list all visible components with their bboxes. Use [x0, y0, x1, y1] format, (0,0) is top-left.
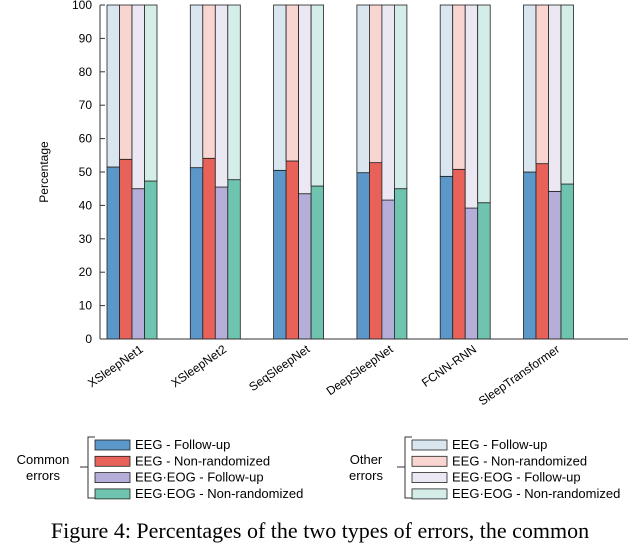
bar-segment [273, 4, 287, 171]
y-tick-label: 20 [79, 265, 93, 279]
y-tick-label: 40 [79, 198, 93, 212]
bar-segment [477, 202, 491, 340]
bar-segment [227, 179, 241, 340]
bar-segment [452, 168, 466, 340]
bar-segment [131, 4, 145, 190]
bar-segment [548, 4, 562, 192]
legend-label: EEG·EOG - Follow-up [135, 470, 264, 485]
bar-segment [523, 171, 537, 340]
bar-segment [393, 4, 408, 190]
bar-segment [368, 4, 383, 164]
legend-swatch [94, 455, 131, 467]
legend-label: EEG·EOG - Non-randomized [135, 486, 303, 501]
y-tick-label: 70 [79, 98, 93, 112]
bar-segment [464, 4, 479, 209]
x-tick-label: SleepTransformer [476, 342, 562, 408]
legend-label: EEG - Non-randomized [452, 453, 587, 468]
legend-swatch [94, 488, 131, 500]
x-tick-label: FCNN-RNN [419, 342, 479, 390]
bar-segment [452, 4, 466, 170]
legend-label: EEG·EOG - Non-randomized [452, 486, 620, 501]
bar-segment [298, 193, 312, 340]
bar-segment [214, 186, 229, 340]
bar-segment [477, 4, 491, 204]
bar-segment [381, 199, 395, 340]
bar-segment [560, 183, 574, 340]
bar-segment [119, 158, 133, 340]
bar-segment [298, 4, 312, 195]
bar-segment [131, 188, 145, 340]
bar-segment [356, 172, 370, 340]
bar-segment [227, 4, 241, 181]
y-tick-label: 80 [79, 65, 93, 79]
y-tick-label: 0 [85, 332, 92, 346]
bar-segment [368, 162, 383, 340]
legend-brackets [80, 436, 412, 499]
bar-segment [144, 4, 158, 182]
legend-label: EEG - Follow-up [452, 437, 547, 452]
bar-segment [310, 4, 325, 187]
bar-segment [285, 160, 300, 340]
legend-swatch [94, 439, 131, 451]
y-axis-label: Percentage [37, 141, 51, 203]
caption: Figure 4: Percentages of the two types o… [50, 518, 590, 543]
bar-segment [214, 4, 229, 188]
y-tick-label: 50 [79, 165, 93, 179]
bar-segment [548, 190, 562, 340]
legend-swatch [411, 488, 448, 500]
bar-segment [106, 166, 120, 340]
bar-segment [189, 4, 204, 169]
x-tick-label: SeqSleepNet [246, 342, 313, 394]
bar-segment [273, 169, 287, 340]
bar-segment [189, 167, 204, 340]
y-tick-label: 10 [79, 299, 93, 313]
bar-segment [285, 4, 300, 162]
bar-segment [464, 207, 479, 340]
y-tick-label: 30 [79, 232, 93, 246]
bar-segment [202, 157, 216, 340]
y-tick-label: 90 [79, 31, 93, 45]
bar-segment [356, 4, 370, 174]
bar-segment [310, 185, 325, 340]
bar-segment [535, 4, 549, 165]
legend-swatch [411, 439, 448, 451]
x-tick-label: XSleepNet1 [85, 342, 146, 390]
legend-swatch [411, 455, 448, 467]
bar-segment [393, 188, 408, 340]
legend-label: EEG·EOG - Follow-up [452, 470, 581, 485]
legend-swatch [94, 472, 131, 484]
bar-segment [381, 4, 395, 201]
legend-swatch [411, 472, 448, 484]
legend-label: EEG - Follow-up [135, 437, 230, 452]
bar-segment [106, 4, 120, 168]
bar-segment [119, 4, 133, 160]
legend-group-title: Common errors [16, 452, 70, 483]
bar-segment [439, 4, 454, 177]
x-tick-label: DeepSleepNet [324, 342, 397, 399]
legend-label: EEG - Non-randomized [135, 453, 270, 468]
legend-group-title: Other errors [349, 452, 383, 483]
bar-segment [560, 4, 574, 185]
y-tick-label: 100 [72, 0, 92, 12]
x-tick-label: XSleepNet2 [169, 342, 230, 390]
bar-segment [144, 180, 158, 340]
bar-segment [439, 175, 454, 340]
bar-segment [523, 4, 537, 173]
bar-segment [202, 4, 216, 159]
bar-segment [535, 163, 549, 340]
y-tick-label: 60 [79, 132, 93, 146]
